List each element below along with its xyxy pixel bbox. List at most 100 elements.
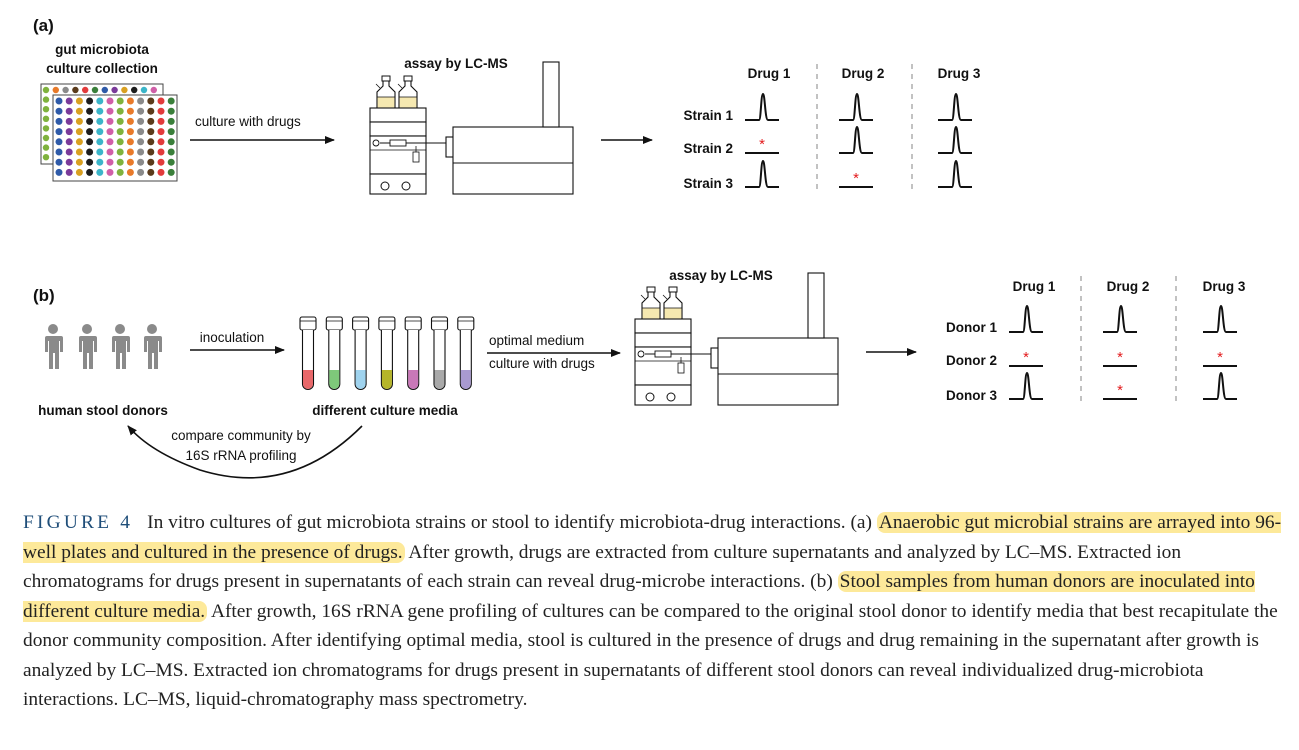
well <box>126 97 134 105</box>
well <box>86 158 94 166</box>
well <box>167 168 175 176</box>
well <box>167 158 175 166</box>
well <box>157 138 165 146</box>
chromatogram-a-peak <box>839 125 873 154</box>
well <box>65 128 73 136</box>
chromatogram-b-peak <box>1009 371 1043 400</box>
well <box>55 128 63 136</box>
caption-text-3: After growth, 16S rRNA gene profiling of… <box>23 600 1278 711</box>
well <box>157 128 165 136</box>
drug-header-b-2: Drug 2 <box>1107 279 1150 294</box>
well <box>86 138 94 146</box>
drug-header-a-3: Drug 3 <box>938 66 981 81</box>
row-label-b-1: Donor 1 <box>946 320 997 335</box>
well <box>75 158 83 166</box>
well <box>147 158 155 166</box>
well <box>55 148 63 156</box>
well <box>137 168 145 176</box>
test-tube-icon <box>325 316 343 390</box>
test-tube-icon <box>457 316 475 390</box>
well <box>86 148 94 156</box>
well <box>126 117 134 125</box>
donors-label: human stool donors <box>38 403 168 418</box>
well <box>82 86 89 94</box>
well <box>42 125 50 132</box>
chromatogram-b-peak <box>1203 371 1237 400</box>
well <box>96 158 104 166</box>
arrow-label-inoculation: inoculation <box>200 330 265 345</box>
well <box>147 97 155 105</box>
panel-b-label: (b) <box>33 286 55 305</box>
well <box>140 86 148 94</box>
well <box>65 117 73 125</box>
well <box>116 168 124 176</box>
well <box>167 128 175 136</box>
well <box>75 148 83 156</box>
well <box>65 168 73 176</box>
well <box>167 117 175 125</box>
well <box>65 97 73 105</box>
chromatogram-grid-a: Drug 1 Drug 2 Drug 3 Strain 1 Strain 2 S… <box>683 64 981 192</box>
well <box>96 97 104 105</box>
well <box>65 148 73 156</box>
well <box>106 148 114 156</box>
test-tube-icon <box>299 316 317 390</box>
well <box>75 107 83 115</box>
well <box>106 168 114 176</box>
well <box>157 97 165 105</box>
well <box>106 97 114 105</box>
well <box>106 107 114 115</box>
well <box>147 128 155 136</box>
well <box>137 148 145 156</box>
well <box>137 117 145 125</box>
assay-label-a: assay by LC-MS <box>404 56 508 71</box>
well <box>126 128 134 136</box>
person-silhouette-icon <box>112 324 130 369</box>
well <box>101 86 109 94</box>
arrow-compare-community <box>127 425 363 479</box>
well <box>86 128 94 136</box>
chromatogram-a-peak <box>839 92 873 121</box>
well <box>111 86 118 94</box>
well <box>126 148 134 156</box>
well <box>42 96 50 103</box>
well <box>42 144 50 151</box>
chromatogram-a-marker: * <box>759 136 765 153</box>
well <box>126 107 134 115</box>
test-tube-icon <box>430 316 449 390</box>
well <box>147 148 155 156</box>
well <box>106 138 114 146</box>
chromatogram-b-peak <box>1009 304 1043 333</box>
well <box>126 138 134 146</box>
well <box>157 148 165 156</box>
well <box>157 107 165 115</box>
chromatogram-a-peak <box>745 159 779 188</box>
well <box>147 168 155 176</box>
well <box>116 128 124 136</box>
person-silhouette-icon <box>79 324 97 369</box>
caption-text-1: In vitro cultures of gut microbiota stra… <box>147 512 877 533</box>
figure-label: FIGURE 4 <box>23 512 134 533</box>
chromatogram-a-peak <box>938 125 972 154</box>
well <box>62 86 69 94</box>
well <box>116 138 124 146</box>
well <box>106 158 114 166</box>
well <box>96 148 104 156</box>
chromatogram-a-marker: * <box>853 170 859 187</box>
drug-header-a-1: Drug 1 <box>748 66 791 81</box>
well <box>86 97 94 105</box>
drug-header-b-1: Drug 1 <box>1013 279 1056 294</box>
well <box>147 117 155 125</box>
well <box>167 97 175 105</box>
well <box>75 97 83 105</box>
well <box>157 117 165 125</box>
row-label-a-1: Strain 1 <box>683 108 733 123</box>
well <box>75 128 83 136</box>
well <box>42 154 50 161</box>
chromatogram-a-peak <box>938 92 972 121</box>
well <box>55 158 63 166</box>
well <box>126 168 134 176</box>
test-tube-icon <box>378 316 396 390</box>
well <box>116 148 124 156</box>
well <box>137 128 145 136</box>
